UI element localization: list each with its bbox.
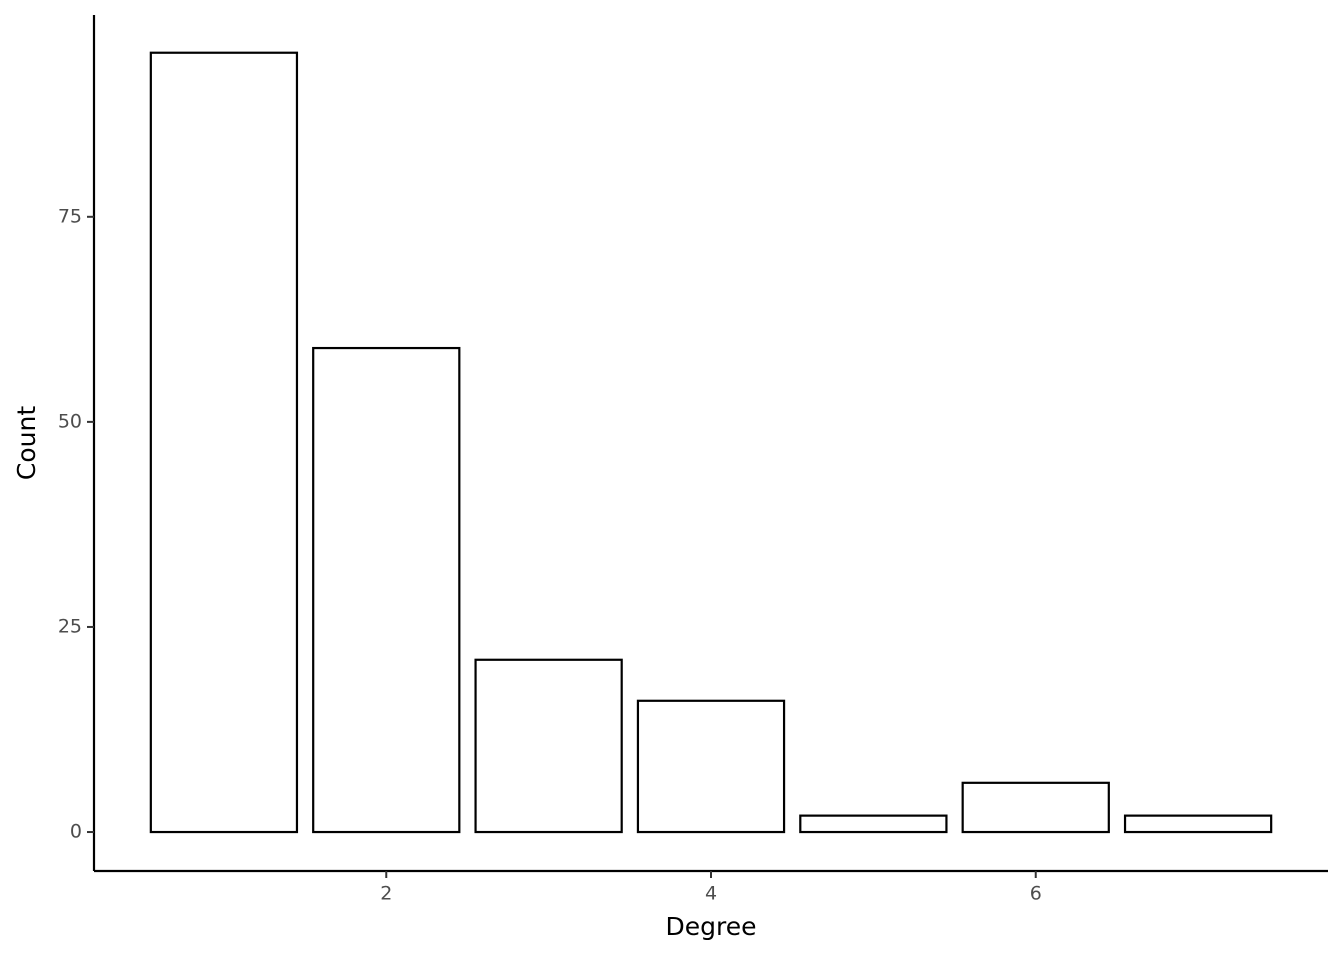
y-tick-label: 75 bbox=[58, 205, 82, 227]
x-tick-label: 4 bbox=[705, 883, 717, 905]
y-tick-label: 50 bbox=[58, 410, 82, 432]
y-tick-label: 0 bbox=[70, 821, 82, 843]
bar bbox=[961, 781, 1110, 834]
bar bbox=[636, 699, 786, 834]
x-tick-label: 6 bbox=[1030, 883, 1042, 905]
bar bbox=[799, 814, 948, 834]
bar bbox=[1123, 814, 1273, 834]
bar bbox=[149, 51, 299, 834]
bar bbox=[474, 658, 623, 834]
y-tick-label: 25 bbox=[58, 615, 82, 637]
y-axis-title: Count bbox=[12, 406, 41, 480]
x-tick-label: 2 bbox=[380, 883, 392, 905]
x-axis-title: Degree bbox=[666, 912, 757, 941]
bar bbox=[312, 346, 461, 834]
